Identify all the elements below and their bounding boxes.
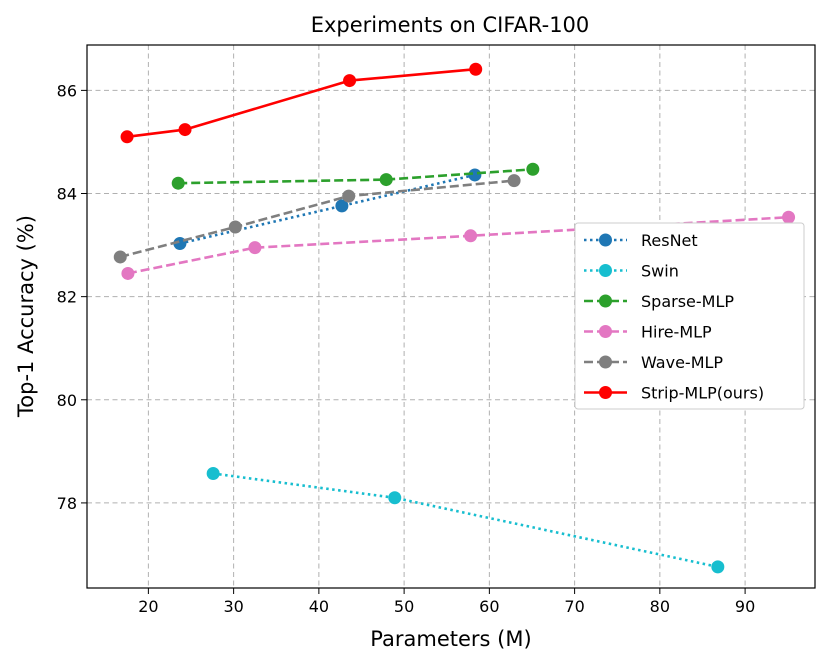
x-tick-label: 60 bbox=[479, 597, 499, 616]
x-tick-label: 30 bbox=[223, 597, 243, 616]
series-swin bbox=[206, 467, 725, 574]
series-hire-mlp bbox=[121, 210, 796, 280]
series-line-swin bbox=[213, 472, 719, 569]
data-point-sparse-mlp bbox=[526, 162, 540, 176]
series-line-strip-mlp-ours bbox=[126, 67, 476, 139]
data-point-wave-mlp bbox=[342, 189, 356, 203]
series-strip-mlp-ours bbox=[120, 62, 483, 144]
legend-label: Sparse-MLP bbox=[641, 292, 734, 311]
legend-marker bbox=[599, 355, 612, 369]
legend-marker bbox=[599, 294, 612, 308]
legend-marker bbox=[599, 386, 612, 399]
legend-item-strip-mlp-ours: Strip-MLP(ours) bbox=[584, 384, 764, 403]
y-tick-label: 86 bbox=[57, 81, 77, 100]
x-axis-label: Parameters (M) bbox=[370, 627, 531, 651]
data-point-strip-mlp-ours bbox=[343, 74, 357, 88]
legend-marker bbox=[599, 233, 612, 247]
y-tick-label: 78 bbox=[57, 494, 77, 513]
x-tick-label: 80 bbox=[650, 597, 670, 616]
data-point-swin bbox=[388, 491, 402, 505]
series-line-wave-mlp bbox=[119, 179, 515, 259]
series-line-hire-mlp bbox=[127, 215, 789, 275]
data-point-sparse-mlp bbox=[171, 176, 185, 190]
legend-marker bbox=[599, 325, 612, 338]
legend-label: Strip-MLP(ours) bbox=[641, 384, 764, 403]
data-point-hire-mlp bbox=[121, 266, 135, 280]
chart-title: Experiments on CIFAR-100 bbox=[311, 13, 590, 37]
plot-frame bbox=[86, 44, 816, 589]
data-point-resnet bbox=[468, 168, 482, 182]
legend-item-wave-mlp: Wave-MLP bbox=[584, 353, 723, 372]
series-line-resnet bbox=[179, 173, 476, 245]
data-point-strip-mlp-ours bbox=[469, 62, 483, 76]
legend-item-swin: Swin bbox=[584, 262, 679, 281]
data-point-hire-mlp bbox=[782, 210, 796, 224]
legend-item-sparse-mlp: Sparse-MLP bbox=[584, 292, 734, 311]
data-point-swin bbox=[206, 467, 220, 481]
legend-box bbox=[574, 222, 805, 410]
data-point-resnet bbox=[335, 199, 349, 213]
legend-item-hire-mlp: Hire-MLP bbox=[584, 323, 712, 342]
legend-entries: ResNet Swin Sparse-MLP Hire-MLP Wave-MLP Stri… bbox=[584, 231, 764, 403]
series-layer bbox=[113, 62, 796, 574]
x-tick-label: 20 bbox=[138, 597, 158, 616]
legend: ResNet Swin Sparse-MLP Hire-MLP Wave-MLP Stri… bbox=[574, 222, 805, 410]
legend-label: ResNet bbox=[641, 231, 698, 250]
legend-label: Wave-MLP bbox=[641, 353, 723, 372]
x-tick-label: 90 bbox=[735, 597, 755, 616]
series-wave-mlp bbox=[113, 174, 521, 264]
x-tick-label: 40 bbox=[309, 597, 329, 616]
legend-item-resnet: ResNet bbox=[584, 231, 698, 250]
data-point-swin bbox=[711, 560, 725, 574]
data-point-strip-mlp-ours bbox=[178, 123, 192, 137]
data-point-hire-mlp bbox=[248, 241, 262, 255]
data-point-wave-mlp bbox=[228, 220, 242, 234]
legend-label: Swin bbox=[641, 262, 679, 281]
y-tick-label: 84 bbox=[57, 185, 77, 204]
data-point-wave-mlp bbox=[507, 174, 521, 188]
y-axis-label: Top-1 Accuracy (%) bbox=[14, 215, 38, 418]
data-point-wave-mlp bbox=[113, 250, 127, 264]
data-point-hire-mlp bbox=[464, 229, 478, 243]
axis-ticks: 20 30 40 50 60 70 80 90 78 80 82 84 86 bbox=[57, 81, 756, 616]
data-point-sparse-mlp bbox=[379, 173, 393, 187]
x-tick-label: 70 bbox=[564, 597, 584, 616]
data-point-strip-mlp-ours bbox=[120, 130, 134, 144]
y-tick-label: 82 bbox=[57, 288, 77, 307]
legend-marker bbox=[599, 264, 612, 277]
series-sparse-mlp bbox=[171, 162, 540, 190]
legend-label: Hire-MLP bbox=[641, 323, 712, 342]
y-tick-label: 80 bbox=[57, 391, 77, 410]
x-tick-label: 50 bbox=[394, 597, 414, 616]
